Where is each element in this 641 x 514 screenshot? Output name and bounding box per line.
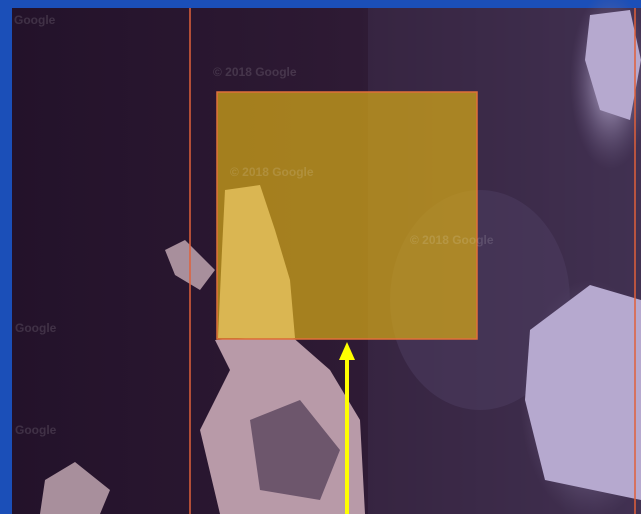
watermark: © 2018 Google [410,233,494,247]
land [40,462,110,514]
watermark: © 2018 Google [230,165,314,179]
watermark: Google [15,321,57,335]
selection-rectangle[interactable] [216,91,478,340]
cloud [585,10,641,120]
watermark: Google [15,423,57,437]
arrow-head [339,342,355,360]
cloud [525,285,641,500]
watermark: © 2018 Google [213,65,297,79]
land-shadow [250,400,340,500]
watermark: Google [14,13,56,27]
